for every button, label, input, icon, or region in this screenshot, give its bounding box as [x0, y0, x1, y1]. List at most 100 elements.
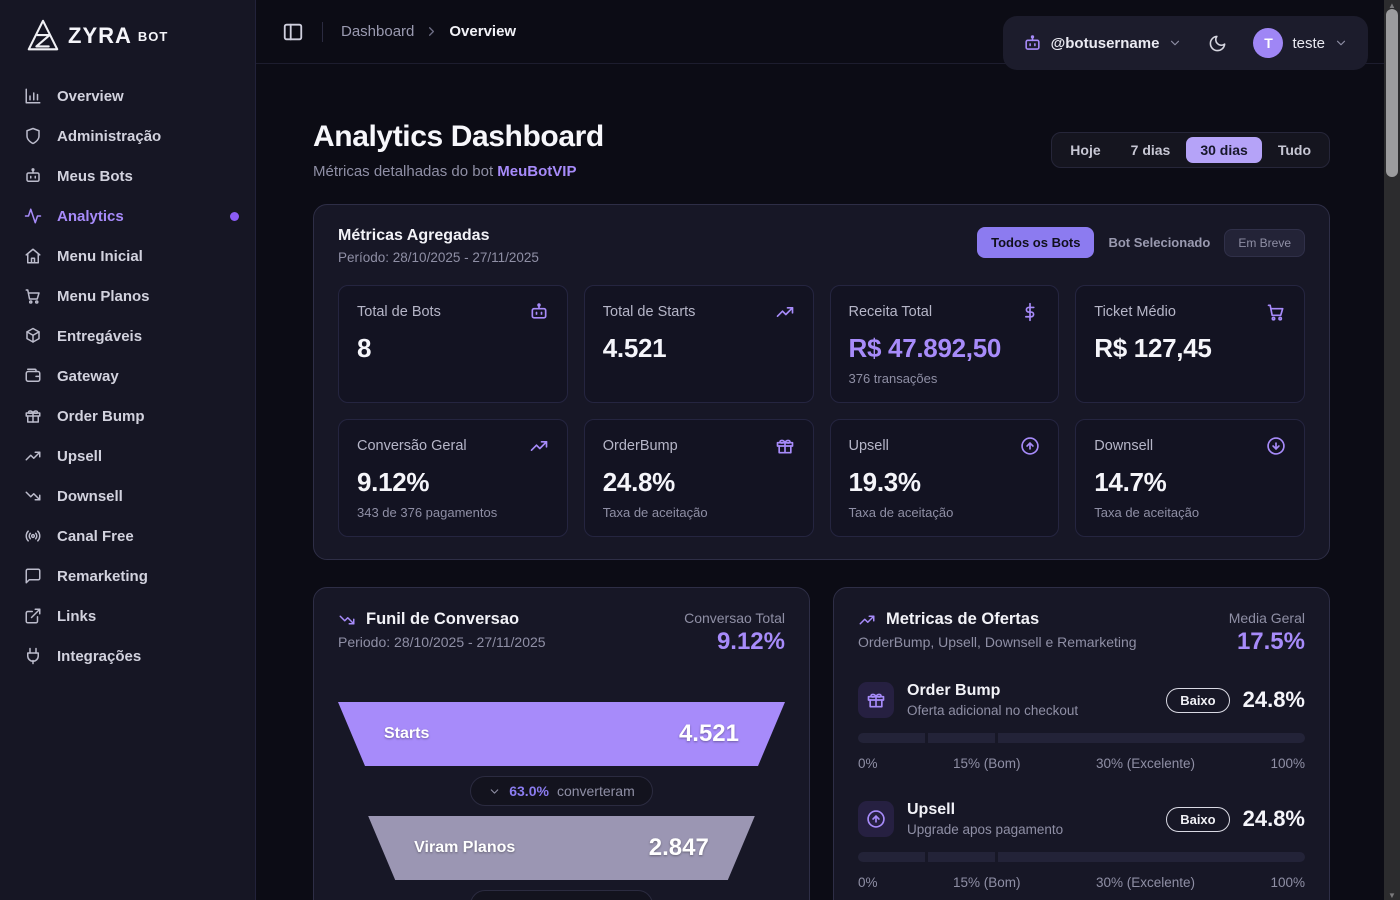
trending-up-icon [775, 302, 795, 322]
sidebar-item-upsell[interactable]: Upsell [0, 436, 255, 476]
user-toolbar: @botusername T teste [1002, 16, 1368, 70]
page-subtitle-text: Métricas detalhadas do bot [313, 163, 498, 180]
metric-value: 8 [357, 333, 372, 363]
bar-chart-icon [24, 87, 42, 105]
trending-up-icon [529, 436, 549, 456]
offer-description: Oferta adicional no checkout [907, 703, 1079, 718]
sidebar-item-meus-bots[interactable]: Meus Bots [0, 156, 255, 196]
sidebar-item-label: Upsell [57, 447, 103, 465]
filter-30dias-button[interactable]: 30 dias [1186, 137, 1262, 163]
funnel-stage-viram-planos: Viram Planos 2.847 [368, 816, 755, 880]
aggregated-metrics-card: Métricas Agregadas Período: 28/10/2025 -… [313, 204, 1330, 560]
bot-selector-label: @botusername [1050, 34, 1160, 52]
vertical-scrollbar[interactable]: ▲ ▼ [1384, 0, 1400, 900]
em-breve-badge: Em Breve [1224, 228, 1305, 257]
bot-selecionado-button[interactable]: Bot Selecionado [1108, 235, 1211, 250]
chevron-down-icon [1168, 36, 1182, 50]
breadcrumb-current: Overview [449, 23, 517, 40]
funnel-stage-label: Starts [384, 725, 430, 742]
gift-icon [24, 407, 42, 425]
metric-value: R$ 47.892,50 [848, 333, 1002, 363]
topbar: Dashboard Overview [256, 0, 1400, 64]
sidebar-item-order-bump[interactable]: Order Bump [0, 396, 255, 436]
scroll-down-arrow[interactable]: ▼ [1388, 890, 1396, 900]
scroll-up-arrow[interactable]: ▲ [1388, 0, 1396, 10]
metric-value: 24.8% [602, 467, 676, 497]
sidebar-item-remarketing[interactable]: Remarketing [0, 556, 255, 596]
breadcrumb-dashboard[interactable]: Dashboard [341, 23, 415, 40]
metric-sub: 343 de 376 pagamentos [357, 505, 498, 520]
gift-icon [775, 436, 795, 456]
plug-icon [24, 647, 42, 665]
bots-scope-toggle: Todos os Bots Bot Selecionado Em Breve [977, 227, 1305, 258]
bot-icon [1023, 34, 1042, 53]
topbar-divider [322, 21, 323, 42]
scale-tick: 30% (Excelente) [1095, 875, 1196, 890]
theme-toggle-moon-icon[interactable] [1208, 34, 1227, 53]
funnel-stage-label: Viram Planos [414, 839, 516, 856]
metric-label: Total de Bots [357, 304, 441, 320]
sidebar-item-analytics[interactable]: Analytics [0, 196, 255, 236]
sidebar-item-menu-inicial[interactable]: Menu Inicial [0, 236, 255, 276]
sidebar-item-label: Entregáveis [57, 327, 143, 345]
metric-card-conversao-geral: Conversão Geral 9.12% 343 de 376 pagamen… [338, 419, 568, 537]
funnel-chart: Starts 4.521 63.0% converteram Viram Pla… [338, 702, 785, 900]
offers-header: Metricas de Ofertas OrderBump, Upsell, D… [858, 610, 1305, 656]
dollar-sign-icon [1020, 302, 1040, 322]
todos-os-bots-button[interactable]: Todos os Bots [977, 227, 1095, 258]
main-area: Dashboard Overview @botusername T teste [256, 0, 1400, 900]
metric-card-receita-total: Receita Total R$ 47.892,50 376 transaçõe… [829, 285, 1060, 403]
rating-badge: Baixo [1166, 687, 1230, 713]
bottom-panels: Funil de Conversao Periodo: 28/10/2025 -… [313, 587, 1330, 900]
trending-up-icon [858, 611, 876, 629]
funnel-title-block: Funil de Conversao Periodo: 28/10/2025 -… [338, 610, 546, 650]
shopping-cart-icon [24, 287, 42, 305]
chevron-down-icon [488, 785, 501, 798]
scrollbar-thumb[interactable] [1386, 9, 1398, 177]
sidebar-item-menu-planos[interactable]: Menu Planos [0, 276, 255, 316]
sidebar-item-administracao[interactable]: Administração [0, 116, 255, 156]
sidebar-item-label: Downsell [57, 487, 123, 505]
sidebar-item-downsell[interactable]: Downsell [0, 476, 255, 516]
metric-value: R$ 127,45 [1094, 333, 1212, 363]
chevron-down-icon [1334, 36, 1348, 50]
brand-suffix: BOT [137, 28, 169, 44]
sidebar-item-integracoes[interactable]: Integrações [0, 636, 255, 676]
sidebar-item-gateway[interactable]: Gateway [0, 356, 255, 396]
offers-average-label: Media Geral [1228, 610, 1305, 626]
metric-sub: Taxa de aceitação [1094, 505, 1200, 520]
bot-selector-dropdown[interactable]: @botusername [1023, 34, 1183, 53]
filter-7dias-button[interactable]: 7 dias [1130, 142, 1171, 158]
filter-tudo-button[interactable]: Tudo [1277, 142, 1311, 158]
offer-scale: 0% 15% (Bom) 30% (Excelente) 100% [858, 756, 1305, 771]
sidebar-item-overview[interactable]: Overview [0, 76, 255, 116]
panel-title: Metricas de Ofertas [886, 610, 1040, 628]
active-indicator-dot [230, 212, 239, 221]
sidebar-item-canal-free[interactable]: Canal Free [0, 516, 255, 556]
page-header: Analytics Dashboard Métricas detalhadas … [313, 120, 1330, 180]
conversion-rate-value: 63.0% [509, 897, 549, 900]
funnel-stage-value: 2.847 [648, 834, 709, 861]
metric-sub: 376 transações [848, 371, 938, 386]
metric-label: Ticket Médio [1094, 304, 1176, 320]
sidebar-item-links[interactable]: Links [0, 596, 255, 636]
sidebar-item-entregaveis[interactable]: Entregáveis [0, 316, 255, 356]
user-menu-dropdown[interactable]: T teste [1253, 28, 1348, 58]
metric-card-orderbump: OrderBump 24.8% Taxa de aceitação [583, 419, 814, 537]
sidebar-item-label: Order Bump [57, 407, 145, 425]
offer-value: 24.8% [1242, 687, 1305, 712]
page-title-block: Analytics Dashboard Métricas detalhadas … [313, 120, 604, 180]
offers-title-block: Metricas de Ofertas OrderBump, Upsell, D… [858, 610, 1137, 650]
sidebar-toggle-icon[interactable] [282, 21, 304, 43]
conversion-funnel-card: Funil de Conversao Periodo: 28/10/2025 -… [313, 587, 810, 900]
sidebar: ZYRA BOT Overview Administração Meus Bot… [0, 0, 256, 900]
conversion-rate-value: 63.0% [509, 783, 549, 799]
filter-hoje-button[interactable]: Hoje [1070, 142, 1101, 158]
offer-name: Order Bump [907, 682, 1001, 699]
brand-logo: ZYRA BOT [0, 0, 255, 72]
metric-label: Total de Starts [602, 304, 696, 320]
offers-average-block: Media Geral 17.5% [1229, 610, 1305, 656]
metric-label: Conversão Geral [357, 438, 467, 454]
offer-value: 24.8% [1242, 806, 1305, 831]
arrow-down-circle-icon [1266, 436, 1286, 456]
